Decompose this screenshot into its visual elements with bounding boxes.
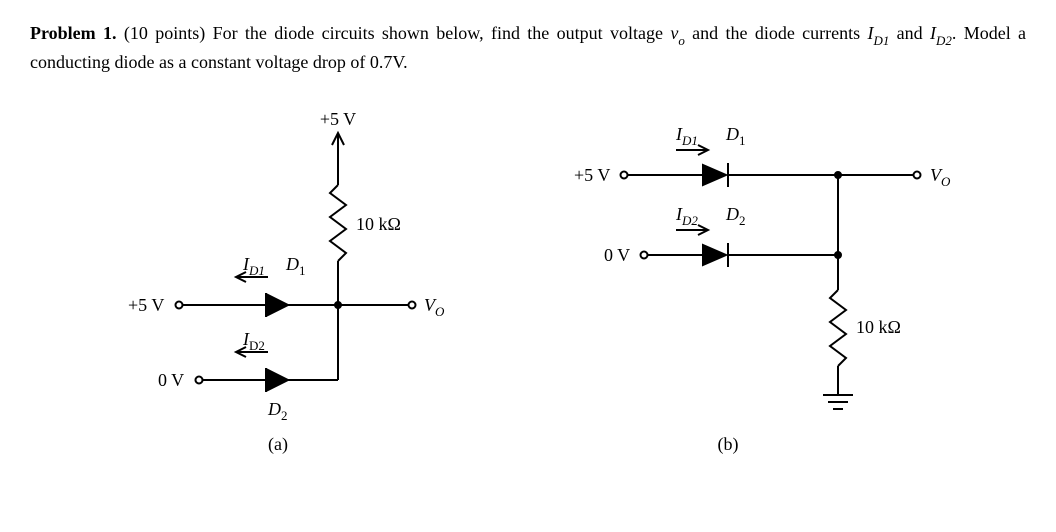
supply-top-label: +5 V — [320, 109, 356, 129]
circuit-a: +5 V 10 kΩ VO ID1 D1 +5 V ID2 D2 0 V (a) — [88, 105, 448, 465]
caption-a: (a) — [268, 434, 288, 455]
caption-b: (b) — [718, 434, 739, 455]
id2-a-sub: D2 — [249, 338, 265, 353]
d1-b: D — [725, 124, 739, 144]
id1-a-sub: D1 — [248, 263, 265, 278]
circuit-b: +5 V ID1 D1 VO 0 V ID2 D2 10 kΩ (b) — [568, 105, 968, 465]
problem-label: Problem 1. — [30, 23, 117, 43]
d2-b: D — [725, 204, 739, 224]
d1-a-sub: 1 — [299, 263, 306, 278]
text-prefix: For the diode circuits shown below, find… — [213, 23, 671, 43]
d1-b-sub: 1 — [739, 133, 746, 148]
id1-sub: D1 — [873, 33, 889, 48]
src2-b: 0 V — [604, 245, 630, 265]
circuits-row: +5 V 10 kΩ VO ID1 D1 +5 V ID2 D2 0 V (a) — [30, 105, 1026, 465]
d2-b-sub: 2 — [739, 213, 746, 228]
svg-text:ID2: ID2 — [242, 329, 265, 353]
vo-sub: o — [678, 33, 684, 48]
src1-b: +5 V — [574, 165, 610, 185]
src1-a: +5 V — [128, 295, 164, 315]
vo-b-sub: O — [941, 174, 951, 189]
vo-a-sub: O — [435, 304, 445, 319]
resistor-a-label: 10 kΩ — [356, 214, 401, 234]
svg-text:ID1: ID1 — [242, 254, 265, 278]
id2-sub: D2 — [936, 33, 952, 48]
id1-b-sub: D1 — [681, 133, 698, 148]
problem-statement: Problem 1. (10 points) For the diode cir… — [30, 20, 1026, 75]
id2-b-sub: D2 — [681, 213, 698, 228]
and: and — [889, 23, 930, 43]
svg-text:D1: D1 — [285, 254, 306, 278]
svg-text:VO: VO — [424, 295, 445, 319]
problem-points: (10 points) — [124, 23, 205, 43]
svg-text:D2: D2 — [267, 399, 288, 423]
src2-a: 0 V — [158, 370, 184, 390]
d2-a-sub: 2 — [281, 408, 288, 423]
d1-a: D — [285, 254, 299, 274]
resistor-b-label: 10 kΩ — [856, 317, 901, 337]
d2-a: D — [267, 399, 281, 419]
text-mid: and the diode currents — [685, 23, 868, 43]
